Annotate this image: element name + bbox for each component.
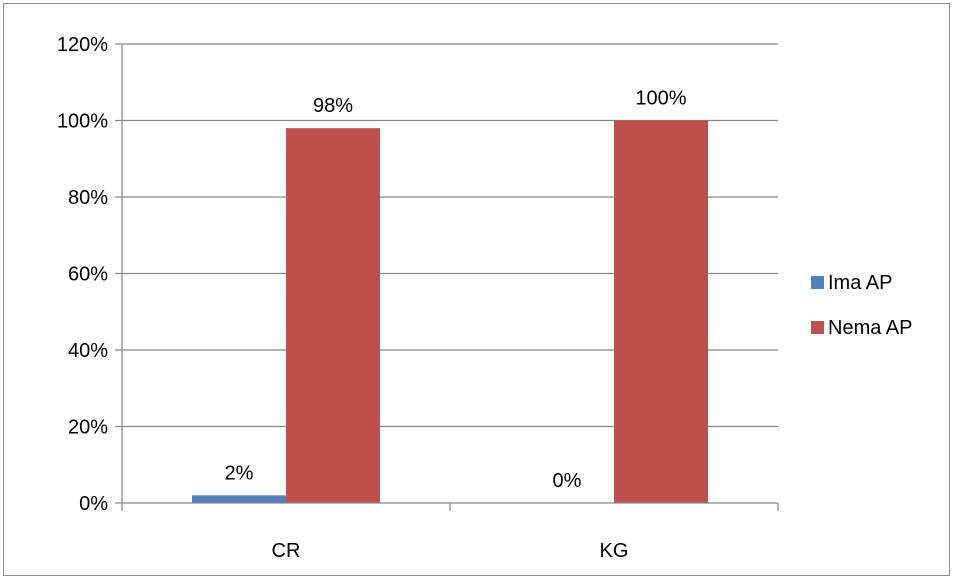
- y-tick-label: 40%: [68, 340, 108, 362]
- y-tick-label: 100%: [57, 111, 108, 133]
- y-tick-label: 20%: [68, 417, 108, 439]
- data-label: 100%: [635, 88, 686, 110]
- bar-ima-ap: [192, 495, 286, 503]
- data-label: 98%: [313, 95, 353, 117]
- bar-nema-ap: [614, 120, 708, 503]
- data-labels: 2% 0% 98% 100%: [225, 88, 687, 493]
- bars: [192, 120, 708, 503]
- data-label: 0%: [553, 470, 582, 492]
- legend-swatch: [811, 276, 824, 289]
- y-tick-label: 80%: [68, 187, 108, 209]
- axes: 0% 20% 40% 60% 80% 100% 120% CR KG: [57, 34, 779, 562]
- legend-label: Ima AP: [828, 272, 892, 294]
- legend-label: Nema AP: [828, 317, 912, 339]
- bar-nema-ap: [286, 128, 380, 503]
- x-tick-label: CR: [272, 540, 301, 562]
- y-tick-label: 120%: [57, 34, 108, 56]
- legend: Ima AP Nema AP: [811, 272, 912, 339]
- x-tick-label: KG: [600, 540, 629, 562]
- data-label: 2%: [225, 462, 254, 484]
- legend-swatch: [811, 321, 824, 334]
- y-tick-label: 0%: [79, 493, 108, 515]
- y-tick-label: 60%: [68, 264, 108, 286]
- chart-frame: [3, 3, 950, 576]
